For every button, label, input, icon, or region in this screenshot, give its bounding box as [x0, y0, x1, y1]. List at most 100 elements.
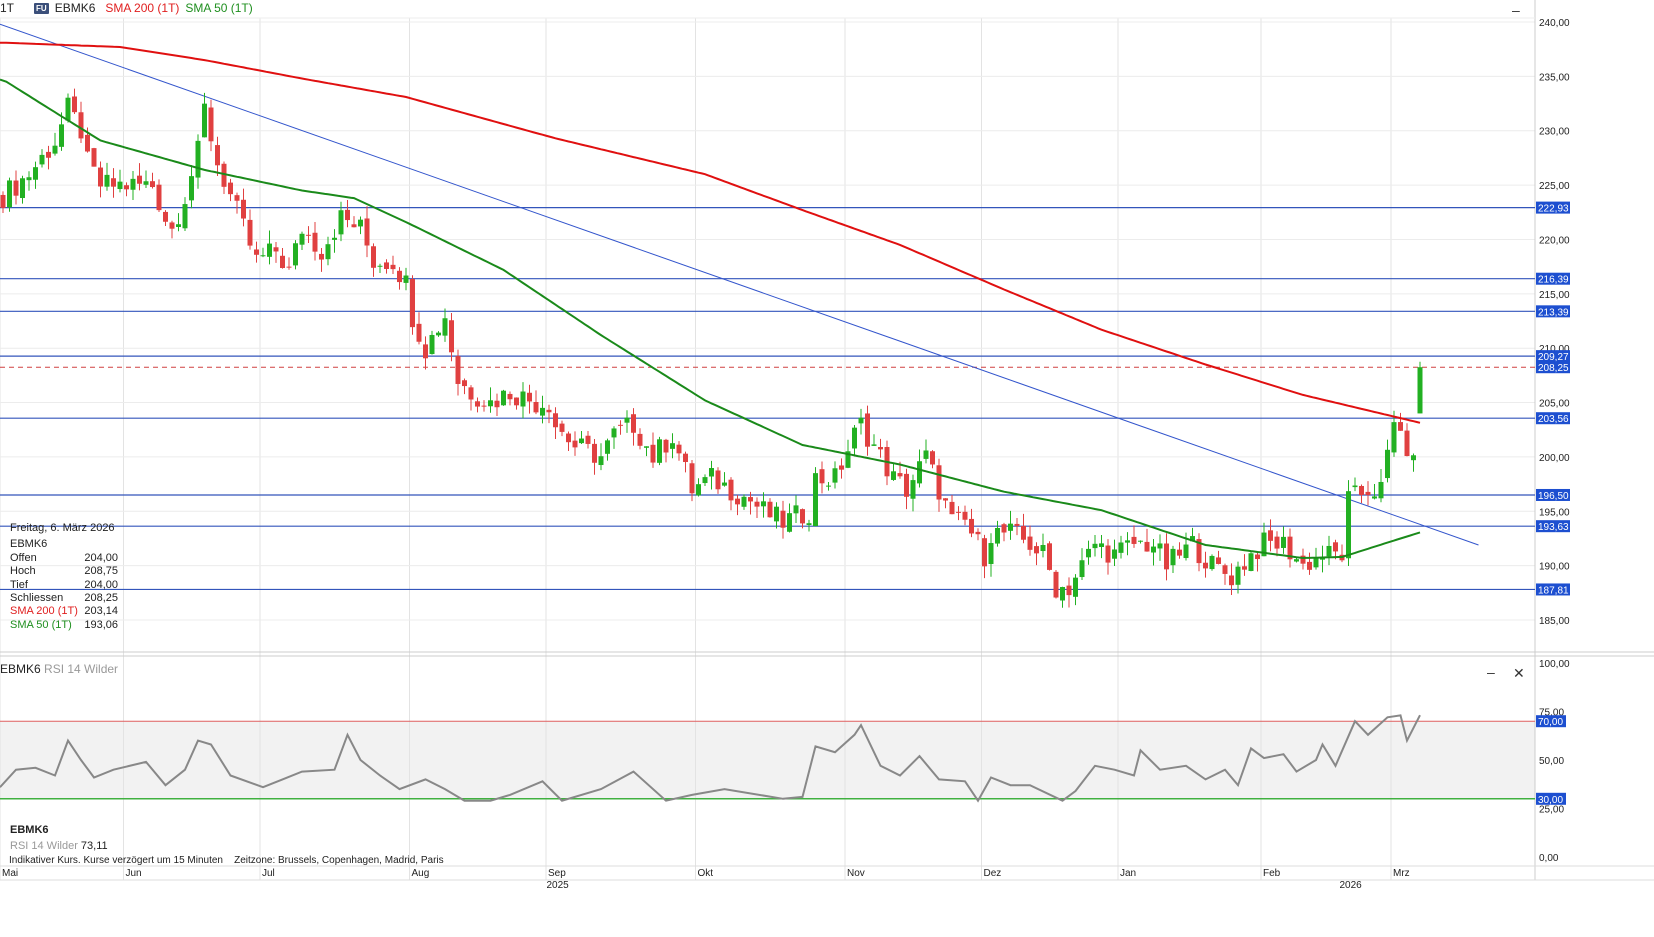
candle-body: [566, 433, 571, 443]
candle-body: [1131, 536, 1137, 544]
candle: [1261, 522, 1267, 557]
candle-body: [1053, 571, 1059, 598]
candle-body: [1105, 545, 1111, 563]
candle: [410, 275, 415, 335]
candle: [858, 408, 864, 435]
candle-body: [1333, 542, 1338, 552]
candle: [449, 313, 454, 362]
candle-body: [1118, 542, 1124, 553]
candle: [1287, 528, 1293, 568]
candle: [137, 163, 142, 191]
candle-body: [1398, 422, 1403, 431]
interval-label[interactable]: 1T: [0, 1, 15, 15]
candle: [1151, 539, 1156, 566]
candle: [260, 247, 266, 258]
candle: [325, 236, 331, 266]
level-label: 193,63: [1538, 522, 1569, 533]
sma50-legend[interactable]: SMA 50 (1T): [185, 1, 253, 15]
candle: [1170, 545, 1176, 573]
candle: [1021, 513, 1026, 544]
candle-body: [1099, 543, 1104, 547]
candle-body: [839, 465, 844, 470]
candle-body: [286, 266, 292, 268]
candle: [267, 230, 272, 265]
candle-body: [325, 244, 331, 260]
candle-body: [975, 531, 981, 535]
candle-body: [189, 176, 194, 201]
candle-body: [169, 222, 175, 229]
candle-body: [995, 528, 1000, 544]
candle: [702, 474, 708, 486]
candle: [468, 385, 474, 411]
symbol-label[interactable]: EBMK6: [54, 1, 96, 15]
sma200-legend[interactable]: SMA 200 (1T): [105, 1, 180, 15]
candle: [1053, 570, 1059, 599]
rsi-indicator-label[interactable]: RSI 14 Wilder: [44, 662, 119, 676]
candle: [351, 216, 357, 228]
candle-body: [267, 243, 272, 257]
rsi-overbought-label-bg: [1536, 715, 1566, 728]
candle-body: [1001, 524, 1007, 533]
candle: [195, 134, 201, 189]
candle-body: [1378, 481, 1384, 499]
candle-body: [1229, 575, 1234, 586]
candle: [312, 221, 318, 261]
candle-body: [598, 456, 604, 466]
candle: [1034, 542, 1039, 566]
price-tick-label: 195,00: [1539, 507, 1570, 518]
candle-body: [377, 265, 383, 267]
candle: [1144, 528, 1150, 552]
candle-body: [1066, 585, 1072, 596]
candle-body: [949, 501, 955, 515]
candle: [1190, 527, 1195, 542]
candle: [995, 520, 1000, 547]
candle: [7, 177, 12, 212]
price-tick-label: 215,00: [1539, 290, 1570, 301]
candle-body: [904, 473, 909, 497]
candle: [475, 397, 480, 413]
minimize-main-button[interactable]: –: [1512, 2, 1520, 18]
price-tick-label: 235,00: [1539, 72, 1570, 83]
candle-body: [501, 390, 506, 406]
candle: [689, 460, 695, 502]
candle: [819, 461, 825, 494]
candle-body: [852, 427, 857, 449]
candle: [735, 494, 740, 516]
candle-body: [1138, 540, 1143, 542]
candle-body: [1157, 543, 1163, 549]
candle: [1047, 541, 1052, 571]
candle: [46, 145, 51, 170]
candle-body: [826, 485, 831, 487]
minimize-rsi-button[interactable]: –: [1487, 664, 1495, 680]
candle-body: [228, 182, 233, 195]
close-rsi-button[interactable]: ✕: [1513, 665, 1525, 681]
candle: [910, 474, 916, 512]
candle: [13, 170, 19, 205]
candle-body: [436, 332, 441, 336]
candle-body: [338, 210, 344, 235]
candle-body: [735, 498, 740, 505]
candle-body: [1274, 536, 1280, 549]
candle: [975, 528, 981, 541]
candle-body: [319, 253, 324, 260]
candle: [91, 147, 97, 167]
candle: [1339, 544, 1345, 563]
label: Schliessen: [10, 592, 64, 605]
level-label: 216,39: [1538, 275, 1569, 286]
candle-body: [176, 224, 181, 227]
info-row-high: Hoch 208,75: [10, 565, 118, 578]
candle: [247, 209, 253, 250]
candle-body: [650, 444, 656, 463]
level-label: 213,39: [1538, 307, 1569, 318]
info-row-sma200: SMA 200 (1T) 203,14: [10, 605, 118, 618]
candle: [481, 400, 487, 412]
candle-body: [1151, 546, 1156, 553]
delay-note: Indikativer Kurs. Kurse verzögert um 15 …: [9, 855, 444, 866]
candle-body: [72, 96, 77, 113]
candle: [501, 389, 506, 406]
candle: [1203, 551, 1208, 578]
candle: [1060, 586, 1065, 608]
candle-body: [670, 443, 675, 449]
rsi-symbol[interactable]: EBMK6: [0, 662, 41, 676]
